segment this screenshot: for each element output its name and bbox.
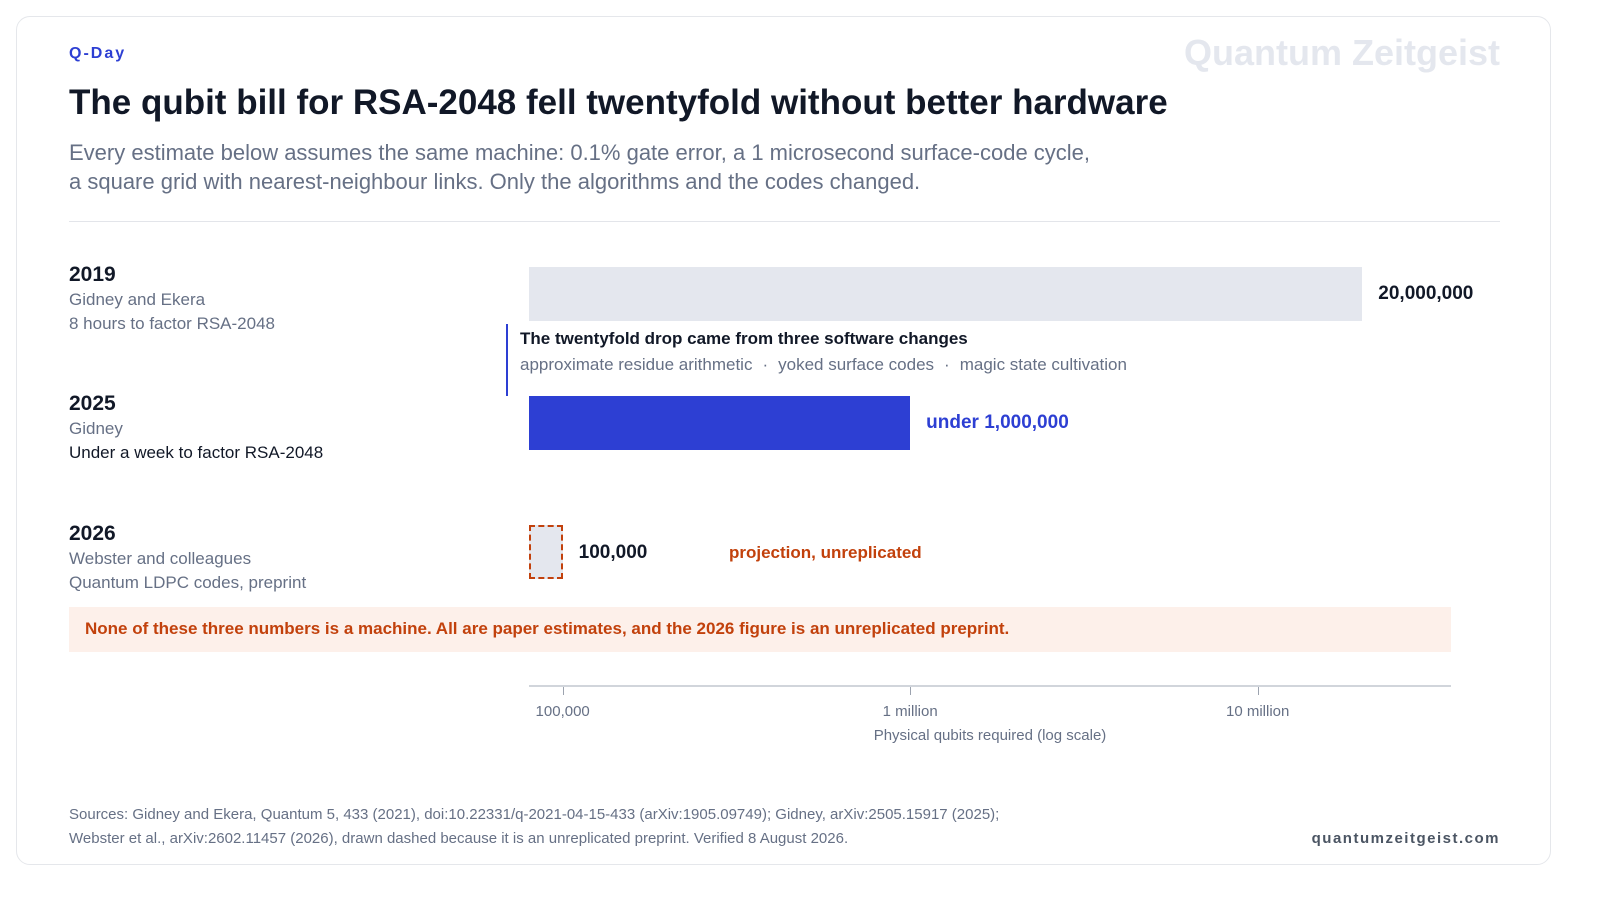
row-detail: Under a week to factor RSA-2048 xyxy=(69,443,324,462)
separator-dot: · xyxy=(944,355,950,374)
row-source: Gidney xyxy=(69,419,123,438)
callout: The twentyfold drop came from three soft… xyxy=(506,324,1127,396)
row-source: Webster and colleagues xyxy=(69,549,252,568)
callout-title: The twentyfold drop came from three soft… xyxy=(520,329,968,348)
row-label-2025: 2025 Gidney Under a week to factor RSA-2… xyxy=(69,392,323,463)
chart-title: The qubit bill for RSA-2048 fell twentyf… xyxy=(69,83,1168,122)
sources-note: Sources: Gidney and Ekera, Quantum 5, 43… xyxy=(69,803,999,851)
row-label-2026: 2026 Webster and colleagues Quantum LDPC… xyxy=(69,522,306,593)
subtitle-line-2: a square grid with nearest-neighbour lin… xyxy=(69,169,921,194)
x-tick-label: 10 million xyxy=(1225,703,1290,720)
projection-note: projection, unreplicated xyxy=(729,543,922,562)
callout-items: approximate residue arithmetic · yoked sur… xyxy=(520,355,1127,375)
row-year: 2026 xyxy=(69,522,116,545)
bar-2019 xyxy=(529,267,1363,321)
site-url: quantumzeitgeist.com xyxy=(1311,830,1500,847)
row-detail: 8 hours to factor RSA-2048 xyxy=(69,314,276,333)
row-label-2019: 2019 Gidney and Ekera 8 hours to factor … xyxy=(69,263,275,334)
callout-item: approximate residue arithmetic xyxy=(520,355,753,374)
x-tick-label: 100,000 xyxy=(535,703,590,720)
x-axis-line xyxy=(529,685,1451,687)
row-detail: Quantum LDPC codes, preprint xyxy=(69,573,307,592)
value-label-2026: 100,000 xyxy=(578,542,648,563)
subtitle-line-1: Every estimate below assumes the same ma… xyxy=(69,140,1091,165)
callout-item: magic state cultivation xyxy=(959,355,1127,374)
brand-watermark: Quantum Zeitgeist xyxy=(1183,32,1500,73)
x-axis-title: Physical qubits required (log scale) xyxy=(873,727,1107,744)
x-tick-mark xyxy=(910,687,912,695)
sources-line-1: Sources: Gidney and Ekera, Quantum 5, 43… xyxy=(69,806,1000,823)
callout-item: yoked surface codes xyxy=(778,355,935,374)
warning-banner: None of these three numbers is a machine… xyxy=(69,607,1451,652)
row-source: Gidney and Ekera xyxy=(69,290,206,309)
x-tick-label: 1 million xyxy=(882,703,938,720)
x-tick-mark xyxy=(1257,687,1259,695)
bar-2026 xyxy=(529,525,563,579)
row-year: 2025 xyxy=(69,392,116,415)
eyebrow-label: Q-Day xyxy=(69,45,127,62)
chart-subtitle: Every estimate below assumes the same ma… xyxy=(69,138,1189,196)
row-year: 2019 xyxy=(69,263,116,286)
x-tick-mark xyxy=(562,687,564,695)
header-divider xyxy=(69,221,1500,222)
value-label-2019: 20,000,000 xyxy=(1378,283,1474,304)
value-label-2025: under 1,000,000 xyxy=(926,412,1069,433)
bar-2025 xyxy=(529,396,911,450)
sources-line-2: Webster et al., arXiv:2602.11457 (2026),… xyxy=(69,830,849,847)
separator-dot: · xyxy=(762,355,769,374)
